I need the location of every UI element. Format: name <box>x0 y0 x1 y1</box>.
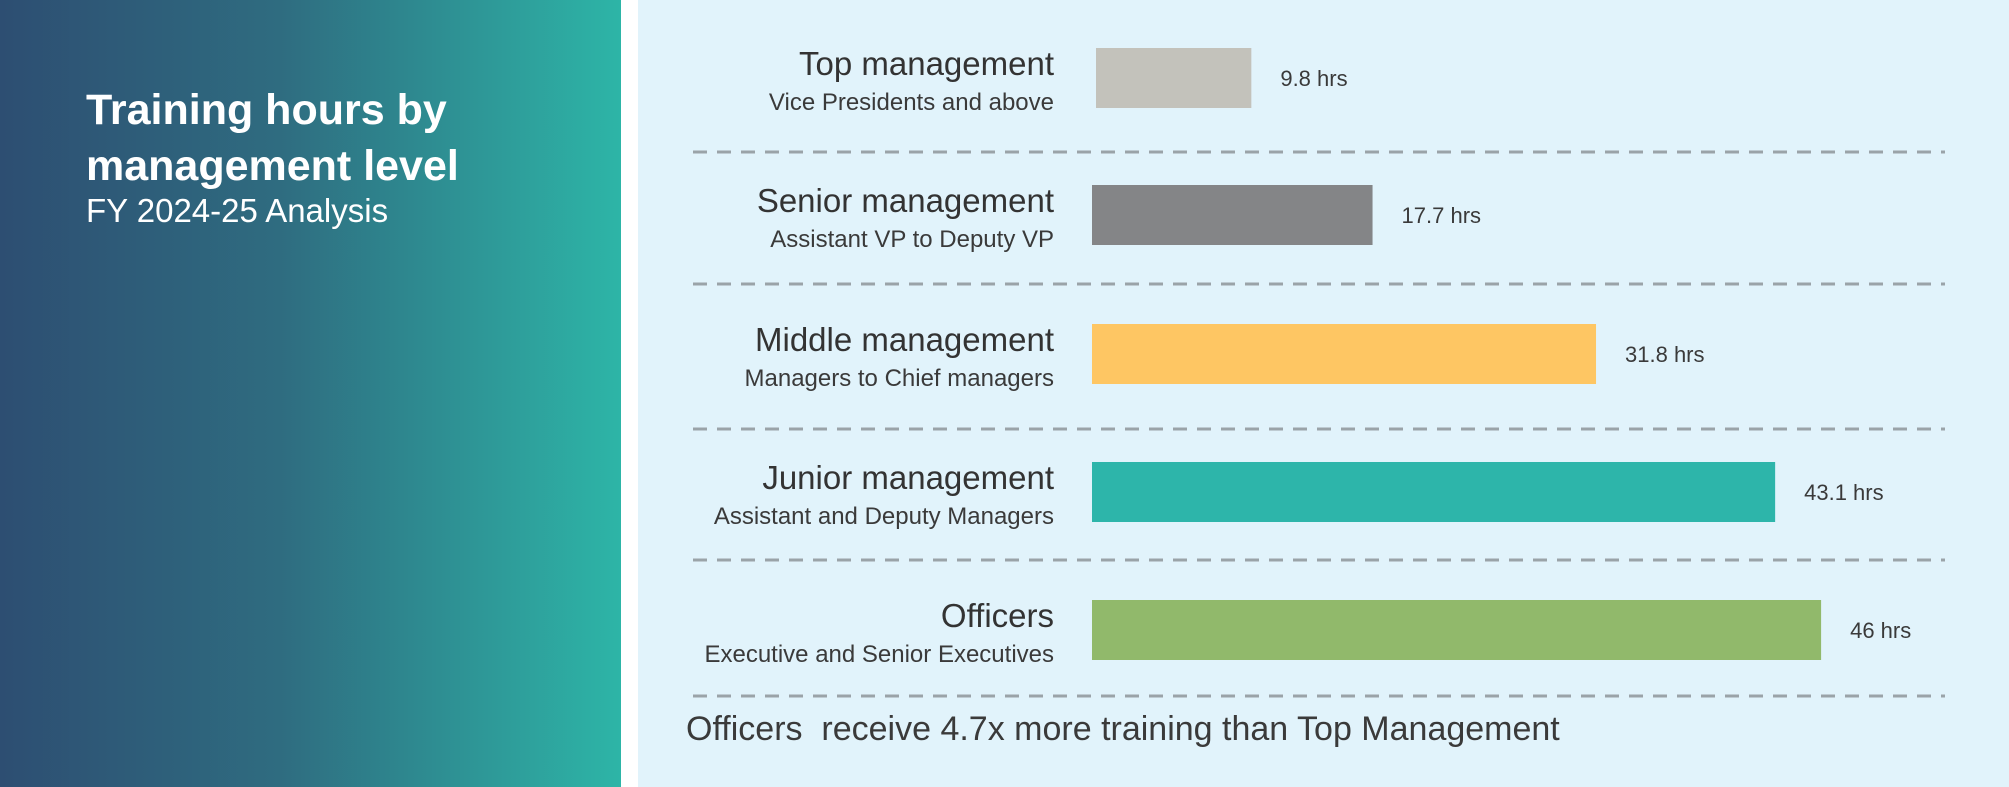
title-panel: Training hours by management level FY 20… <box>0 0 621 787</box>
bar <box>1092 600 1822 660</box>
chart-subtitle: FY 2024-25 Analysis <box>86 192 389 229</box>
bar <box>1092 185 1373 245</box>
category-sublabel: Managers to Chief managers <box>745 365 1055 392</box>
category-sublabel: Assistant and Deputy Managers <box>714 503 1054 530</box>
chart-title: Training hours by management level <box>86 86 459 190</box>
category-label: Senior management <box>757 182 1054 219</box>
chart-footnote: Officers receive 4.7x more training than… <box>686 710 1560 748</box>
data-label: 9.8 hrs <box>1280 66 1347 91</box>
data-label: 31.8 hrs <box>1625 342 1705 367</box>
bar <box>1096 48 1252 108</box>
bar <box>1092 462 1776 522</box>
category-sublabel: Vice Presidents and above <box>769 89 1054 116</box>
category-label: Middle management <box>755 321 1054 358</box>
category-sublabel: Assistant VP to Deputy VP <box>770 226 1054 253</box>
bar <box>1092 324 1597 384</box>
category-label: Top management <box>799 45 1054 82</box>
category-label: Junior management <box>762 459 1054 496</box>
category-sublabel: Executive and Senior Executives <box>704 641 1054 668</box>
data-label: 43.1 hrs <box>1804 480 1884 505</box>
category-label: Officers <box>941 597 1054 634</box>
data-label: 46 hrs <box>1850 618 1911 643</box>
data-label: 17.7 hrs <box>1402 203 1482 228</box>
